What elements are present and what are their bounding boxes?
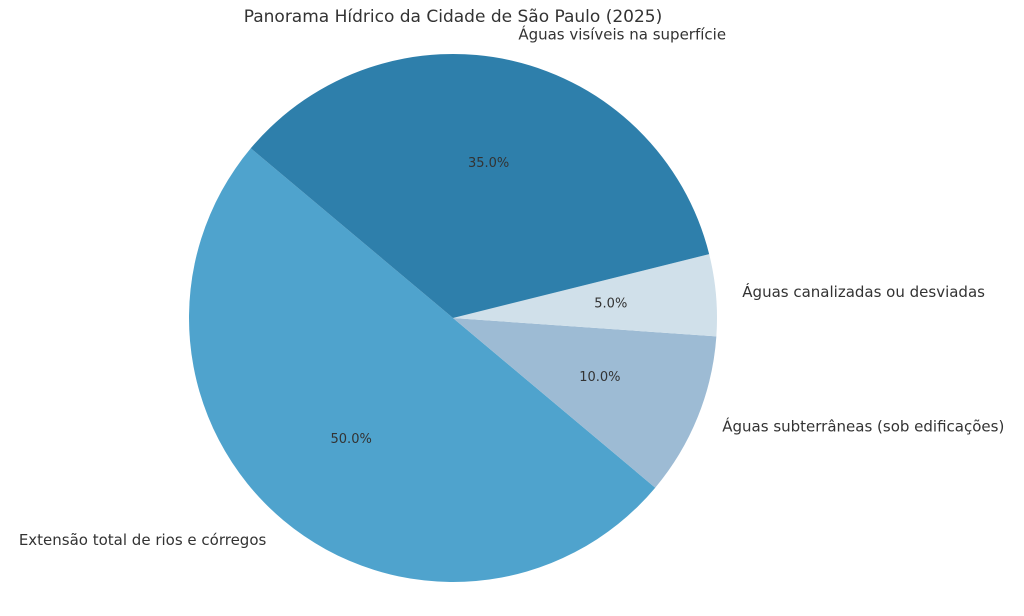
chart-title: Panorama Hídrico da Cidade de São Paulo …	[244, 7, 663, 27]
slice-label: Extensão total de rios e córregos	[19, 531, 267, 549]
percent-label: 5.0%	[594, 297, 627, 312]
pie-slice	[188, 148, 656, 582]
percent-label: 10.0%	[579, 370, 620, 385]
slice-label: Águas canalizadas ou desviadas	[742, 282, 985, 301]
percent-label: 50.0%	[331, 432, 372, 447]
pie-slice	[250, 53, 710, 319]
pie-slice	[453, 318, 717, 488]
slice-label: Águas visíveis na superfície	[518, 25, 726, 44]
slice-label: Águas subterrâneas (sob edificações)	[722, 416, 1004, 435]
percent-label: 35.0%	[468, 156, 509, 171]
pie-slice	[453, 254, 718, 337]
